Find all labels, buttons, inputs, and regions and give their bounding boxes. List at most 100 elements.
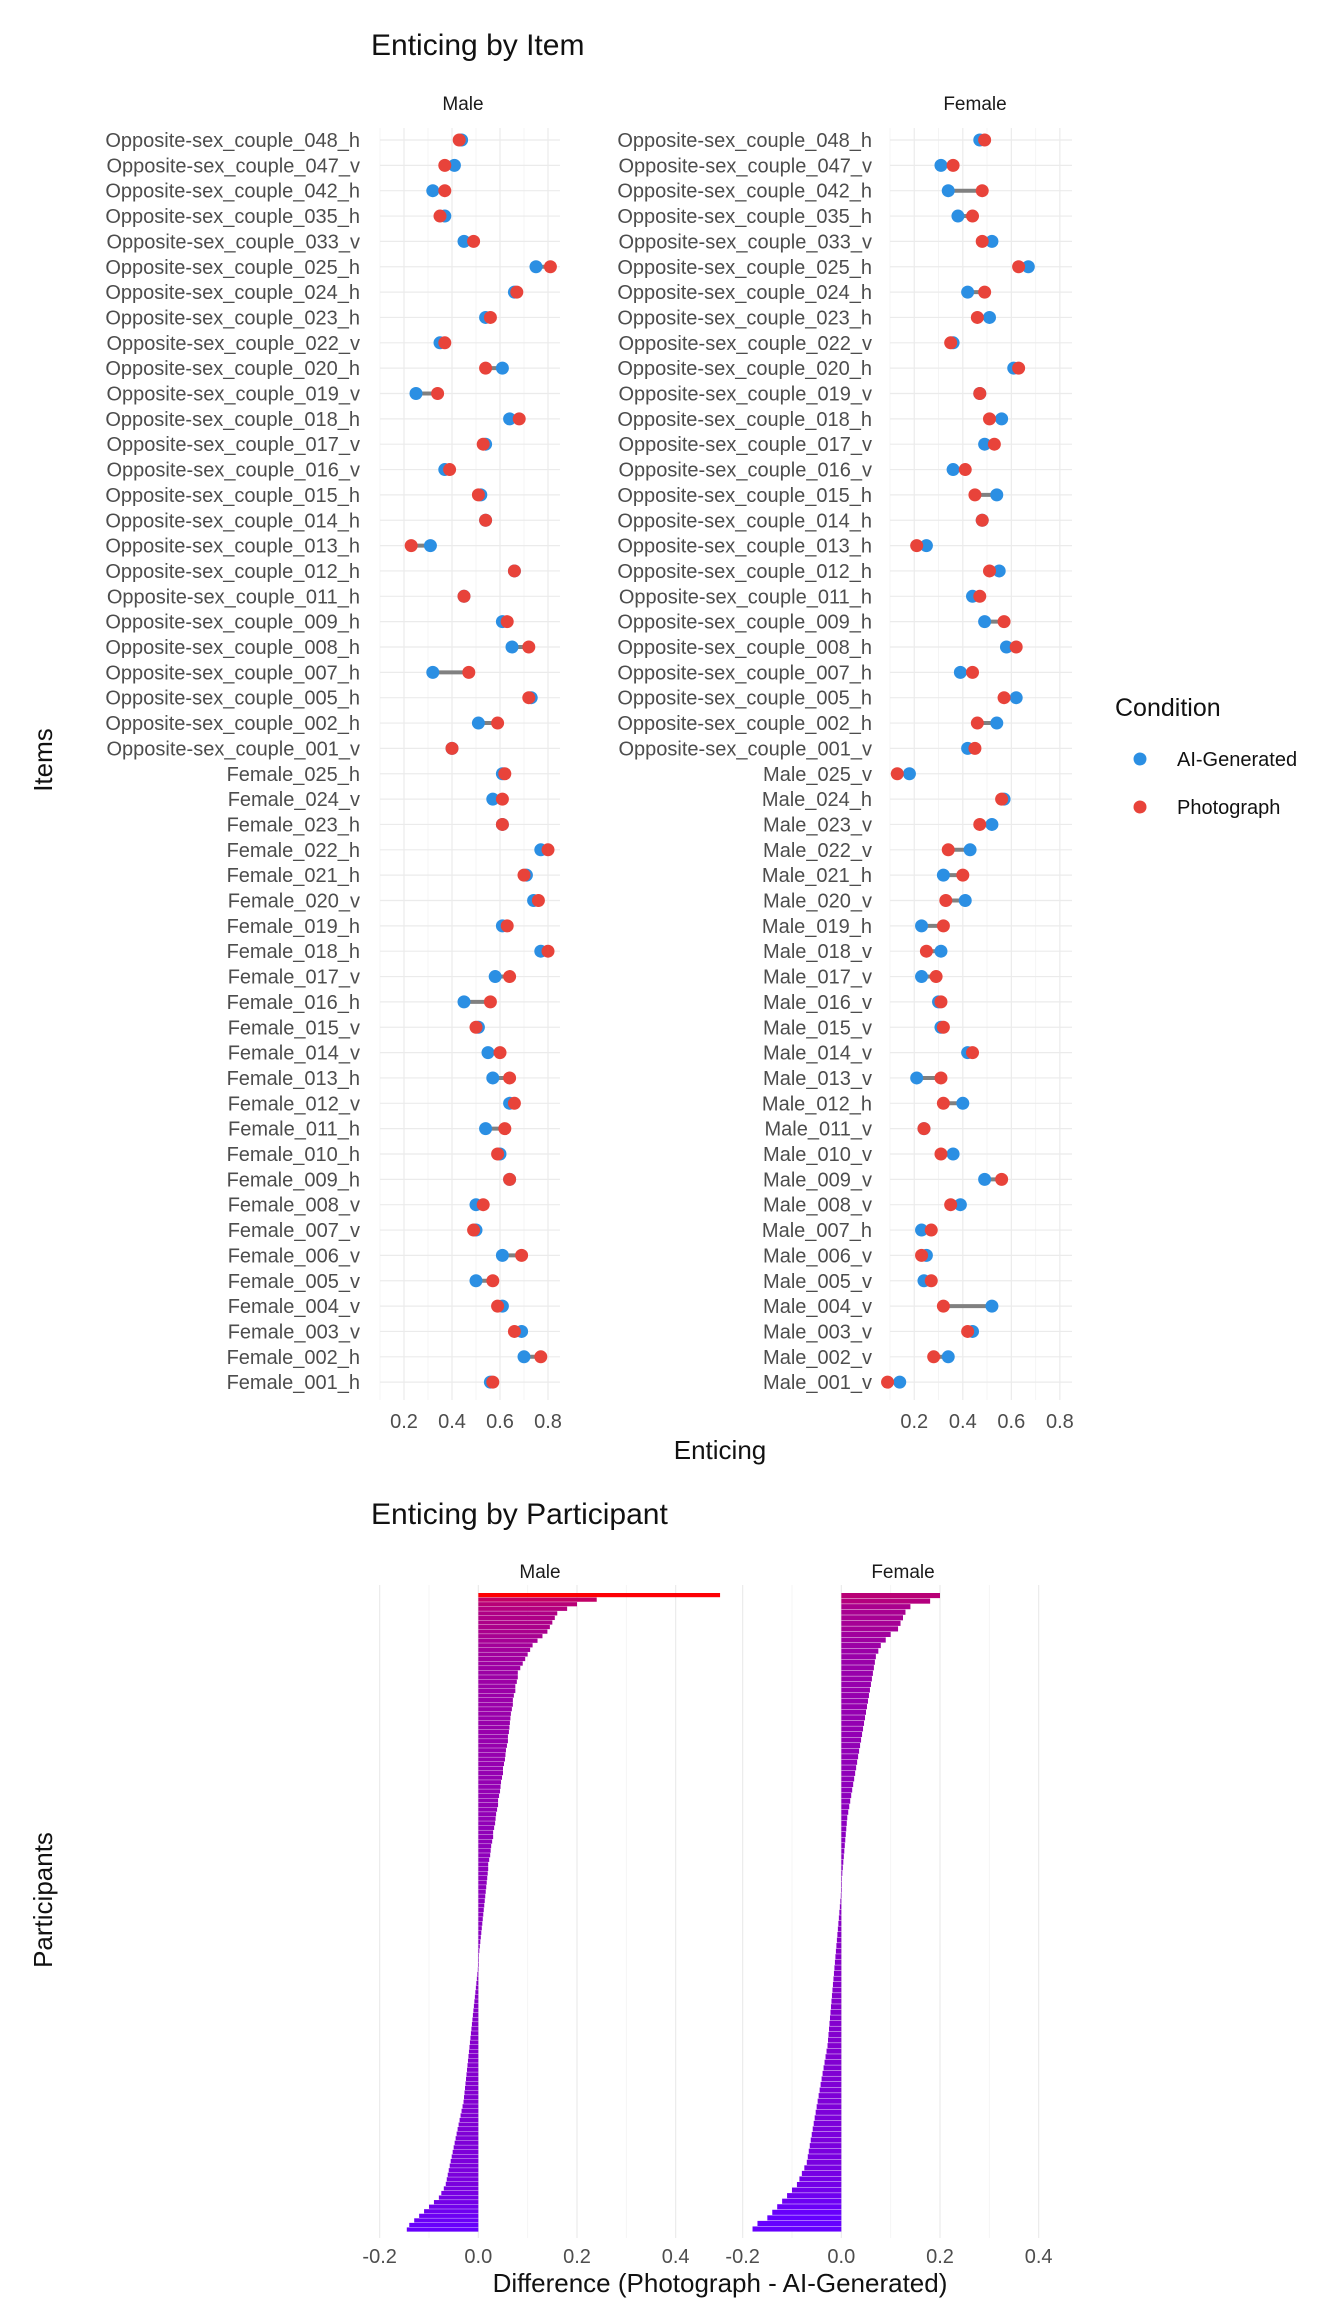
participant-bar xyxy=(841,1887,842,1893)
item-label: Opposite-sex_couple_016_v xyxy=(618,460,872,482)
item-label: Female_016_h xyxy=(227,992,360,1014)
ai-generated-point xyxy=(995,412,1009,426)
ai-generated-point xyxy=(910,1071,924,1085)
item-label: Female_004_v xyxy=(228,1296,360,1318)
participant-bar xyxy=(478,1907,484,1913)
ai-generated-point xyxy=(941,184,955,198)
item-label: Female_005_v xyxy=(228,1271,360,1293)
participant-bar xyxy=(478,1821,496,1826)
item-label: Male_011_v xyxy=(765,1119,872,1141)
item-label: Female_021_h xyxy=(227,865,360,887)
item-label: Opposite-sex_couple_015_h xyxy=(105,485,360,507)
participant-bar xyxy=(467,2058,479,2063)
participant-bar xyxy=(836,1943,842,1949)
participant-bar xyxy=(478,1606,568,1611)
photograph-point xyxy=(531,894,545,907)
photograph-point xyxy=(927,1350,941,1364)
x-tick-label: 0.8 xyxy=(534,1411,562,1433)
photograph-point xyxy=(498,1122,512,1136)
photograph-point xyxy=(936,1096,950,1110)
photograph-point xyxy=(995,1172,1009,1186)
photograph-point xyxy=(476,437,490,451)
participant-bar xyxy=(478,1638,538,1643)
photograph-point xyxy=(515,1248,529,1262)
item-label: Opposite-sex_couple_002_h xyxy=(105,713,360,735)
photograph-point xyxy=(934,995,948,1009)
item-label: Opposite-sex_couple_012_h xyxy=(105,561,360,583)
item-label: Opposite-sex_couple_033_v xyxy=(106,231,360,253)
participant-bar xyxy=(478,1761,504,1767)
photograph-point xyxy=(438,158,452,172)
participant-bar xyxy=(782,2198,842,2204)
participant-bar xyxy=(468,2053,479,2059)
participant-bar xyxy=(841,1804,850,1810)
item-label: Opposite-sex_couple_020_h xyxy=(617,358,872,380)
participant-bar xyxy=(419,2213,479,2218)
photograph-point xyxy=(503,1172,517,1186)
photograph-point xyxy=(467,234,481,248)
participant-bar xyxy=(841,1626,899,1632)
photograph-point xyxy=(970,716,984,730)
photograph-point xyxy=(919,944,933,958)
item-label: Opposite-sex_couple_019_v xyxy=(106,384,360,406)
photograph-point xyxy=(512,412,526,426)
participant-bar xyxy=(796,2181,842,2188)
item-label: Female_002_h xyxy=(227,1347,360,1369)
x-tick-label: 0.8 xyxy=(1046,1411,1074,1433)
ai-generated-point xyxy=(934,158,948,172)
photograph-point xyxy=(438,184,452,198)
participant-bar xyxy=(478,1930,482,1935)
item-label: Male_006_v xyxy=(763,1245,872,1267)
item-label: Opposite-sex_couple_018_h xyxy=(105,409,360,431)
participant-bar xyxy=(841,1593,940,1599)
ai-generated-point xyxy=(946,1147,960,1161)
photograph-point xyxy=(476,1198,490,1212)
participant-bar xyxy=(841,1748,860,1754)
photograph-point xyxy=(503,1071,517,1085)
participant-bar xyxy=(813,2120,842,2126)
participant-bar xyxy=(829,2020,842,2026)
item-label: Female_010_h xyxy=(227,1144,360,1166)
participant-bar xyxy=(478,1707,512,1712)
participant-bar xyxy=(478,1853,491,1858)
item-label: Female_018_h xyxy=(227,941,360,963)
photograph-point xyxy=(975,184,989,198)
photograph-point xyxy=(982,564,996,578)
participant-bar xyxy=(841,1676,872,1682)
participant-bar xyxy=(841,1620,901,1626)
ai-generated-point xyxy=(961,285,975,299)
participant-bar xyxy=(478,1857,490,1862)
participant-bar xyxy=(478,1789,501,1794)
item-label: Male_024_h xyxy=(762,789,872,811)
ai-generated-point xyxy=(488,970,502,984)
photograph-point xyxy=(486,1274,500,1288)
item-label: Opposite-sex_couple_025_h xyxy=(617,257,872,279)
photograph-point xyxy=(431,387,445,400)
photograph-point xyxy=(917,1122,931,1136)
photograph-point xyxy=(541,944,555,958)
item-label: Opposite-sex_couple_022_v xyxy=(106,333,360,355)
participant-bar xyxy=(821,2076,842,2082)
participant-bar xyxy=(841,1815,848,1821)
participant-bar xyxy=(841,1754,859,1760)
photograph-point xyxy=(491,1147,505,1161)
ai-generated-point xyxy=(902,767,916,781)
photograph-point xyxy=(507,1096,521,1110)
participant-bar xyxy=(447,2172,479,2177)
participant-bar xyxy=(478,1889,486,1894)
participant-bar xyxy=(478,1697,513,1703)
participant-bar xyxy=(438,2195,479,2200)
participant-bar xyxy=(478,1739,508,1744)
participant-bar xyxy=(816,2104,842,2110)
participant-bar xyxy=(478,1866,489,1872)
x-tick-label: 0.4 xyxy=(662,2246,690,2268)
item-label: Opposite-sex_couple_002_h xyxy=(617,713,872,735)
participant-bar xyxy=(478,1620,553,1625)
item-label: Male_007_h xyxy=(762,1220,872,1242)
item-label: Female_017_v xyxy=(228,967,360,989)
participant-bar xyxy=(841,1854,844,1860)
participant-bar xyxy=(478,1688,516,1694)
photograph-point xyxy=(495,817,509,831)
x-tick-label: 0.2 xyxy=(926,2246,954,2268)
participant-bar xyxy=(478,1702,513,1707)
